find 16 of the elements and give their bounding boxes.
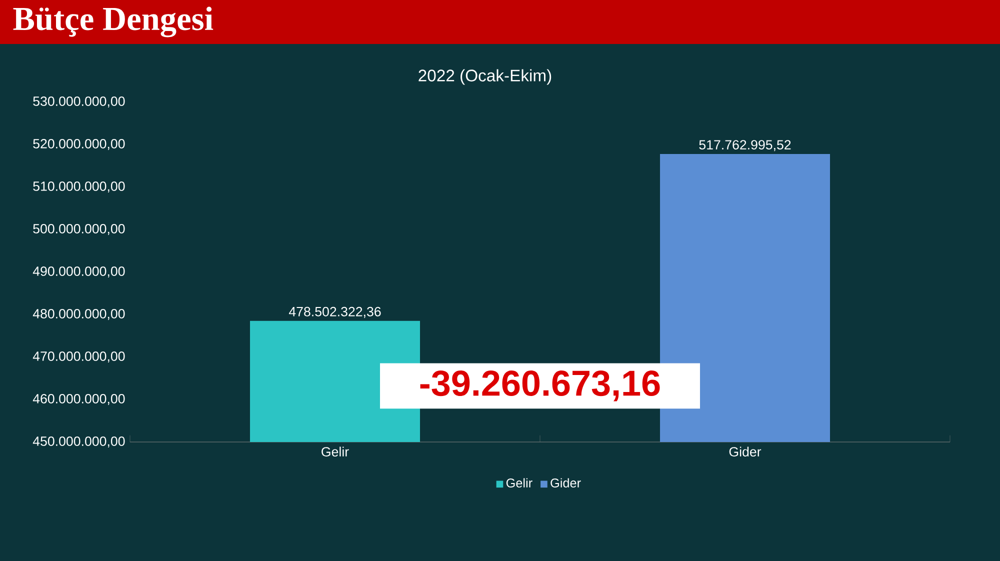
y-tick-label: 450.000.000,00 <box>32 436 125 448</box>
y-tick-label: 530.000.000,00 <box>33 96 125 108</box>
y-tick-label: 510.000.000,00 <box>33 182 125 193</box>
chart-subtitle: 2022 (Ocak-Ekim) <box>418 69 552 85</box>
y-tick-label: 460.000.000,00 <box>32 394 125 406</box>
legend-label: Gelir <box>506 478 532 488</box>
data-label: 517.762.995,52 <box>699 140 791 152</box>
y-tick-label: 520.000.000,00 <box>33 139 125 150</box>
annotation: -39.260.673,16 <box>420 370 660 402</box>
y-tick-label: 500.000.000,00 <box>33 224 125 236</box>
y-tick-label: 490.000.000,00 <box>32 266 125 278</box>
y-tick-label: 470.000.000,00 <box>32 352 125 363</box>
chart-title: Bütçe Dengesi <box>13 6 214 38</box>
y-tick-label: 480.000.000,00 <box>32 309 125 320</box>
data-label: 478.502.322,36 <box>288 306 381 318</box>
legend-label: Gider <box>550 478 581 488</box>
